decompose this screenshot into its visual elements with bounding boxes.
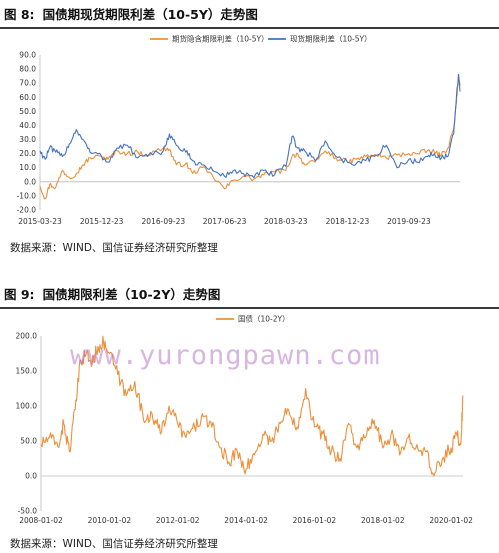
x-tick-label: 2010-01-02 <box>88 516 132 525</box>
y-tick-label: 70.0 <box>19 79 36 88</box>
figure-8-rule <box>0 27 499 29</box>
figure-9-label: 图 9: <box>4 287 35 302</box>
x-tick-label: 2018-12-23 <box>326 217 370 226</box>
x-tick-label: 2020-01-02 <box>429 516 473 525</box>
figure-8-chart: -20.0 -10.0 0.0 10.0 20.0 30.0 40.0 50.0 60.0 70.… <box>0 29 499 235</box>
y-tick-label: -20.0 <box>17 206 37 215</box>
x-tick-label: 2019-09-23 <box>387 217 431 226</box>
x-tick-label: 2008-01-02 <box>19 516 63 525</box>
y-tick-label: 10.0 <box>19 163 36 172</box>
x-tick-label: 2015-03-23 <box>18 217 62 226</box>
y-tick-label: 90.0 <box>19 51 36 60</box>
x-tick-label: 2017-06-23 <box>203 217 247 226</box>
figure-8-label: 图 8: <box>4 7 35 22</box>
y-tick-label: 80.0 <box>19 65 36 74</box>
figure-9-chart: -50.0 0.0 50.0 100.0 150.0 200.0 2008-01-02 201… <box>0 309 499 531</box>
y-tick-label: 150.0 <box>16 367 38 376</box>
y-tick-label: 0.0 <box>24 177 36 186</box>
x-tick-label: 2015-12-23 <box>80 217 124 226</box>
figure-8-source: 数据来源：WIND、国信证券经济研究所整理 <box>10 242 218 254</box>
legend-label: 期货隐含期限利差（10-5Y） <box>172 34 269 44</box>
figure-9-rule <box>0 307 499 309</box>
figure-8-title: 图 8: 国债期现货期限利差（10-5Y）走势图 <box>0 4 499 26</box>
watermark-text: www.yurongpawn.com <box>70 340 381 371</box>
figure-8-title-text: 国债期现货期限利差（10-5Y）走势图 <box>42 7 258 22</box>
series-line <box>40 335 464 477</box>
figure-9-chart-svg: -50.0 0.0 50.0 100.0 150.0 200.0 2008-01-02 201… <box>16 314 474 526</box>
y-tick-label: 30.0 <box>19 135 36 144</box>
figure-9-source: 数据来源：WIND、国信证券经济研究所整理 <box>10 538 218 550</box>
x-tick-label: 2012-01-02 <box>156 516 200 525</box>
figure-9-title-text: 国债期限利差（10-2Y）走势图 <box>42 287 221 302</box>
y-tick-label: 60.0 <box>19 93 36 102</box>
figure-8-chart-svg: -20.0 -10.0 0.0 10.0 20.0 30.0 40.0 50.0 60.0 70.… <box>17 34 461 226</box>
y-tick-label: 0.0 <box>25 472 37 481</box>
y-tick-label: 100.0 <box>16 402 38 411</box>
y-tick-label: -50.0 <box>18 507 38 516</box>
y-tick-label: 20.0 <box>19 149 36 158</box>
y-tick-label: 40.0 <box>19 121 36 130</box>
series-line <box>39 76 461 200</box>
legend-label: 现货期限利差（10-5Y） <box>290 34 372 44</box>
series-line <box>39 73 461 179</box>
x-tick-label: 2018-01-02 <box>361 516 405 525</box>
y-tick-label: 50.0 <box>20 437 37 446</box>
y-tick-label: -10.0 <box>17 191 37 200</box>
x-tick-label: 2014-01-02 <box>224 516 268 525</box>
x-tick-label: 2016-09-23 <box>142 217 186 226</box>
y-tick-label: 50.0 <box>19 107 36 116</box>
x-tick-label: 2016-01-02 <box>293 516 337 525</box>
y-tick-label: 200.0 <box>16 332 38 341</box>
x-tick-label: 2018-03-23 <box>264 217 308 226</box>
figure-9-title: 图 9: 国债期限利差（10-2Y）走势图 <box>0 284 499 306</box>
legend-label: 国债（10-2Y） <box>238 314 290 324</box>
